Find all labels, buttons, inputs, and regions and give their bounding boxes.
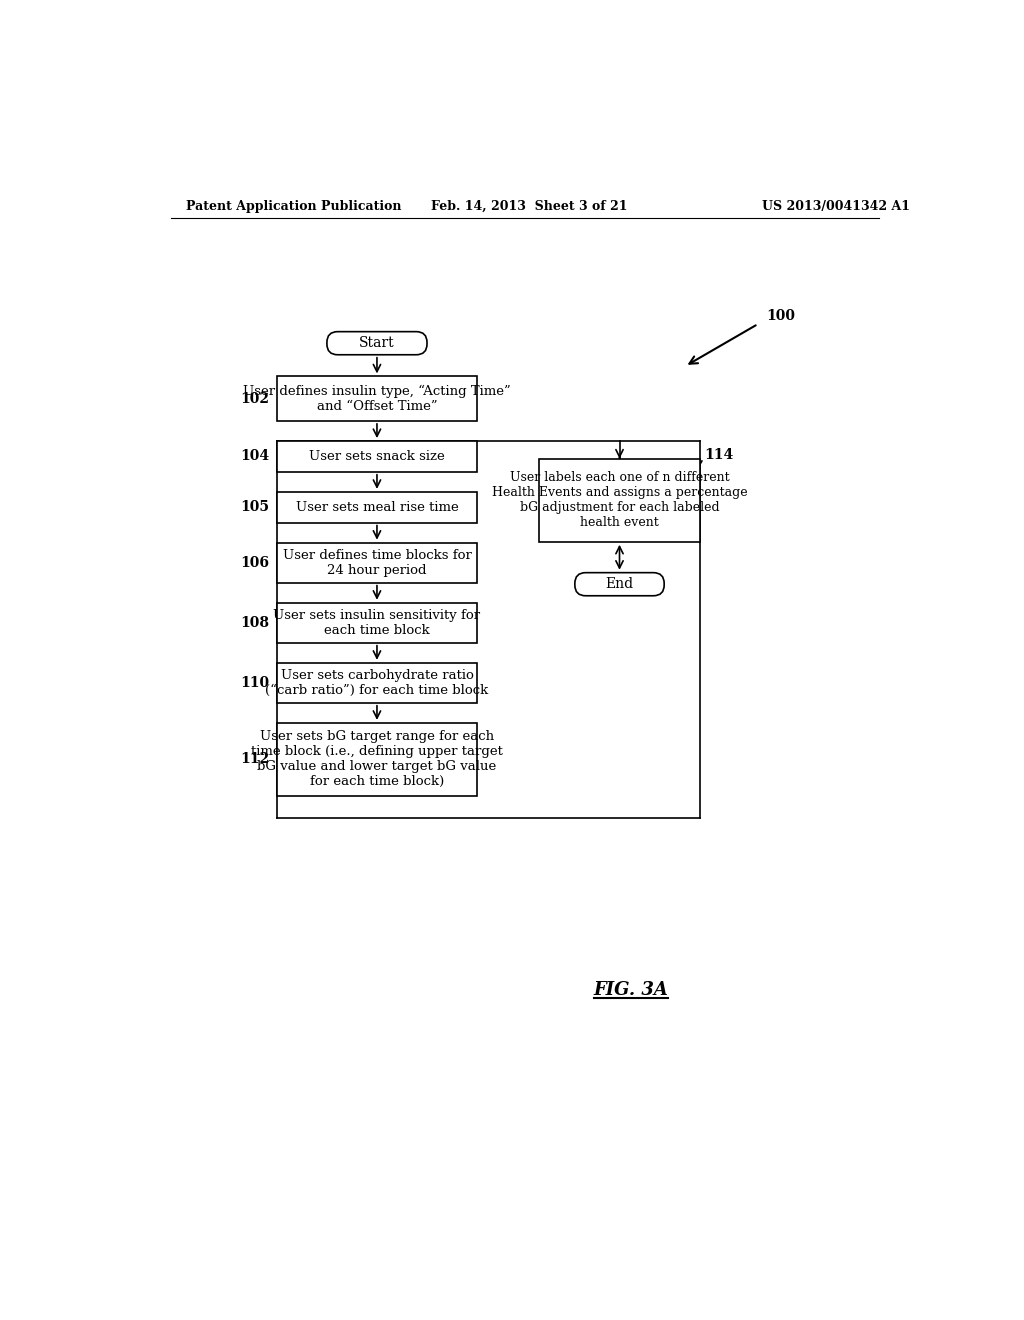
Text: Patent Application Publication: Patent Application Publication xyxy=(186,199,401,213)
Text: User labels each one of n different
Health Events and assigns a percentage
bG ad: User labels each one of n different Heal… xyxy=(492,471,748,529)
FancyBboxPatch shape xyxy=(276,441,477,471)
Text: User sets bG target range for each
time block (i.e., defining upper target
bG va: User sets bG target range for each time … xyxy=(251,730,503,788)
Text: User defines insulin type, “Acting Time”
and “Offset Time”: User defines insulin type, “Acting Time”… xyxy=(243,384,511,413)
FancyBboxPatch shape xyxy=(327,331,427,355)
Text: 106: 106 xyxy=(241,556,269,570)
Text: End: End xyxy=(605,577,634,591)
FancyBboxPatch shape xyxy=(276,492,477,523)
FancyBboxPatch shape xyxy=(276,723,477,796)
FancyBboxPatch shape xyxy=(276,543,477,582)
FancyBboxPatch shape xyxy=(539,459,700,543)
Text: 100: 100 xyxy=(766,309,795,323)
FancyBboxPatch shape xyxy=(276,603,477,643)
Text: 105: 105 xyxy=(241,500,269,515)
Text: User sets meal rise time: User sets meal rise time xyxy=(296,500,459,513)
FancyBboxPatch shape xyxy=(276,376,477,421)
FancyBboxPatch shape xyxy=(276,663,477,702)
Text: 114: 114 xyxy=(705,447,733,462)
FancyBboxPatch shape xyxy=(574,573,665,595)
Text: User sets insulin sensitivity for
each time block: User sets insulin sensitivity for each t… xyxy=(273,609,480,636)
Text: 108: 108 xyxy=(241,615,269,630)
Text: User defines time blocks for
24 hour period: User defines time blocks for 24 hour per… xyxy=(283,549,471,577)
Text: US 2013/0041342 A1: US 2013/0041342 A1 xyxy=(762,199,910,213)
Text: User sets carbohydrate ratio
(“carb ratio”) for each time block: User sets carbohydrate ratio (“carb rati… xyxy=(265,669,488,697)
Text: User sets snack size: User sets snack size xyxy=(309,450,444,463)
Text: Start: Start xyxy=(359,337,395,350)
Text: Feb. 14, 2013  Sheet 3 of 21: Feb. 14, 2013 Sheet 3 of 21 xyxy=(431,199,628,213)
Text: 110: 110 xyxy=(240,676,269,690)
Text: 112: 112 xyxy=(240,752,269,767)
Text: FIG. 3A: FIG. 3A xyxy=(594,981,669,999)
Text: 104: 104 xyxy=(240,449,269,463)
Text: 102: 102 xyxy=(241,392,269,405)
